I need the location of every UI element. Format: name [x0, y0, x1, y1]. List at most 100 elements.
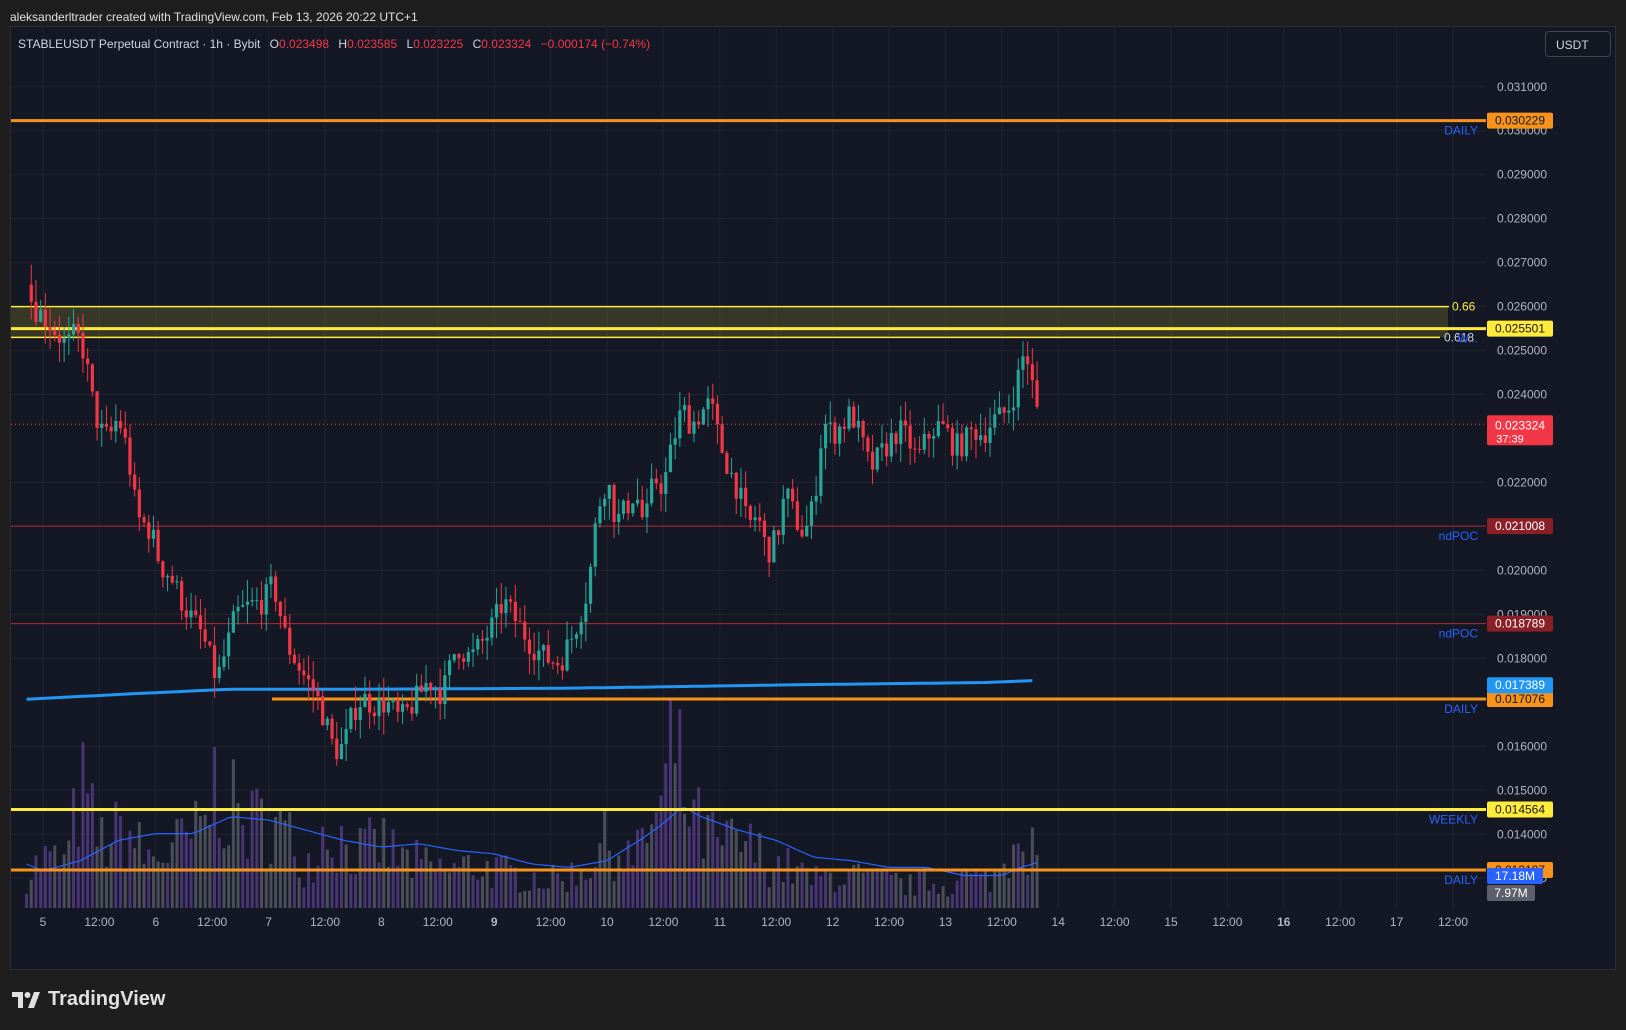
- volume-bar: [100, 817, 104, 908]
- candle-body: [551, 662, 555, 664]
- volume-bar: [941, 886, 945, 908]
- volume-bar: [711, 811, 715, 908]
- volume-bar: [147, 849, 151, 908]
- y-tick-label: 0.016000: [1497, 739, 1547, 753]
- candle-body: [762, 520, 767, 537]
- volume-bar: [386, 866, 390, 908]
- level-price-tag-bg: [1487, 320, 1553, 337]
- candle-body: [53, 330, 57, 335]
- volume-bar: [903, 895, 907, 908]
- candle-body: [433, 688, 438, 691]
- candle-body: [128, 437, 132, 475]
- volume-bar: [687, 826, 691, 908]
- candle-body: [607, 484, 611, 499]
- x-tick-label: 5: [40, 915, 47, 929]
- volume-bar: [1026, 874, 1030, 908]
- candle-body: [222, 656, 226, 667]
- candle-body: [725, 452, 729, 474]
- candle-body: [212, 645, 217, 679]
- volume-bar: [936, 893, 940, 908]
- candle-body: [208, 641, 212, 646]
- candle-body: [339, 744, 344, 760]
- low-label: L: [406, 37, 414, 51]
- candle-body: [382, 698, 386, 713]
- volume-bar: [1002, 863, 1006, 908]
- candle-body: [570, 638, 574, 640]
- candle-body: [537, 650, 541, 661]
- volume-ma-tag: 17.18M: [1495, 869, 1535, 883]
- volume-bar: [518, 892, 522, 908]
- volume-bar: [889, 874, 893, 908]
- level-caption: W...: [1457, 332, 1478, 346]
- candle-body: [635, 499, 640, 504]
- symbol-title[interactable]: STABLEUSDT Perpetual Contract · 1h · Byb…: [18, 37, 261, 51]
- candle-body: [993, 414, 997, 428]
- tradingview-brand: TradingView: [48, 988, 166, 1010]
- candle-body: [184, 610, 188, 618]
- volume-bar: [777, 856, 781, 908]
- volume-bar: [29, 879, 33, 908]
- volume-bar: [72, 788, 76, 908]
- volume-bar: [650, 824, 654, 908]
- candle-body: [588, 566, 593, 604]
- volume-bar: [668, 699, 672, 908]
- candle-body: [419, 685, 423, 692]
- countdown-timer: 37:39: [1496, 433, 1524, 445]
- volume-bar: [946, 896, 950, 908]
- candle-body: [118, 421, 123, 429]
- chart-pane[interactable]: [10, 26, 1616, 970]
- candle-body: [1030, 364, 1034, 381]
- volume-bar: [48, 851, 52, 908]
- candle-body: [410, 706, 414, 714]
- volume-bar: [814, 866, 818, 908]
- volume-bar: [824, 870, 828, 908]
- candle-body: [913, 448, 917, 450]
- candle-body: [800, 529, 804, 537]
- candle-body: [748, 505, 752, 521]
- volume-bar: [842, 884, 846, 908]
- x-tick-label: 16: [1277, 915, 1291, 929]
- candle-body: [772, 530, 776, 563]
- volume-bar: [673, 763, 677, 908]
- volume-bar: [274, 816, 278, 908]
- volume-bar: [476, 879, 480, 908]
- volume-bar: [979, 873, 983, 908]
- candle-body: [983, 435, 987, 443]
- candle-body: [43, 309, 47, 327]
- volume-bar: [781, 881, 785, 908]
- candle-body: [579, 622, 583, 635]
- volume-bar: [664, 763, 668, 908]
- volume-bar: [739, 851, 743, 908]
- close-value: 0.023324: [481, 37, 532, 51]
- level-caption: DAILY: [1444, 702, 1478, 716]
- candle-body: [739, 487, 743, 499]
- candle-body: [424, 682, 428, 692]
- candle-body: [617, 513, 621, 522]
- candle-body: [452, 654, 456, 661]
- volume-bar: [278, 810, 282, 908]
- volume-bar: [39, 870, 43, 908]
- y-tick-label: 0.015000: [1497, 783, 1547, 797]
- volume-bar: [325, 849, 329, 908]
- volume-bar: [1016, 843, 1020, 908]
- volume-bar: [76, 846, 80, 908]
- volume-bar: [90, 783, 94, 908]
- candle-body: [306, 675, 311, 680]
- volume-bar: [109, 844, 113, 908]
- candle-body: [922, 433, 926, 450]
- candle-body: [744, 487, 748, 506]
- x-tick-label: 12:00: [648, 915, 678, 929]
- y-tick-label: 0.025000: [1497, 344, 1547, 358]
- candle-body: [767, 536, 771, 563]
- candle-body: [828, 422, 832, 424]
- candle-body: [175, 581, 179, 583]
- currency-unit-button[interactable]: USDT: [1545, 31, 1611, 57]
- y-tick-label: 0.024000: [1497, 388, 1547, 402]
- volume-bar: [166, 862, 170, 908]
- volume-bar: [433, 869, 437, 908]
- volume-bar: [965, 869, 969, 908]
- candle-body: [57, 334, 62, 343]
- candle-body: [189, 610, 193, 618]
- volume-bar: [25, 893, 29, 908]
